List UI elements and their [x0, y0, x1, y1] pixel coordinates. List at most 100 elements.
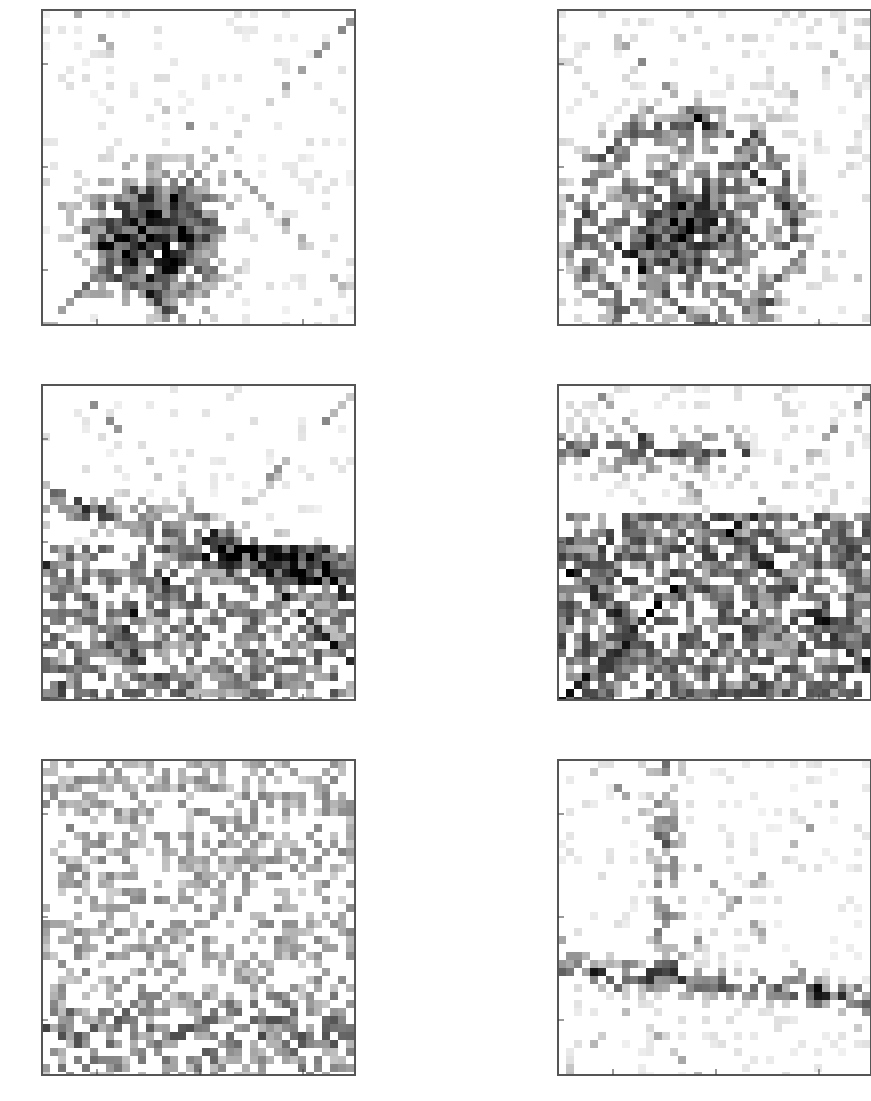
image-pixel	[614, 106, 622, 114]
image-pixel	[154, 154, 162, 162]
image-pixel	[662, 114, 670, 122]
image-pixel	[122, 681, 130, 689]
image-pixel	[766, 114, 774, 122]
image-pixel	[638, 449, 646, 457]
image-pixel	[122, 186, 130, 194]
image-pixel	[558, 433, 566, 441]
image-pixel	[234, 130, 242, 138]
image-pixel	[242, 968, 250, 976]
image-pixel	[282, 282, 290, 290]
image-pixel	[346, 689, 354, 697]
image-pixel	[854, 641, 862, 649]
image-pixel	[686, 290, 694, 298]
image-pixel	[646, 18, 654, 26]
image-pixel	[98, 433, 106, 441]
image-pixel	[814, 130, 822, 138]
image-pixel	[106, 888, 114, 896]
image-pixel	[114, 577, 122, 585]
image-pixel	[790, 18, 798, 26]
image-pixel	[138, 545, 146, 553]
image-pixel	[130, 968, 138, 976]
image-pixel	[630, 226, 638, 234]
image-pixel	[622, 473, 630, 481]
image-pixel	[202, 960, 210, 968]
image-pixel	[686, 170, 694, 178]
image-pixel	[790, 665, 798, 673]
image-pixel	[250, 585, 258, 593]
image-pixel	[234, 154, 242, 162]
image-pixel	[346, 457, 354, 465]
image-pixel	[314, 952, 322, 960]
image-pixel	[750, 561, 758, 569]
image-pixel	[322, 609, 330, 617]
image-pixel	[790, 90, 798, 98]
image-pixel	[806, 194, 814, 202]
image-pixel	[766, 992, 774, 1000]
image-pixel	[790, 760, 798, 768]
image-pixel	[670, 968, 678, 976]
image-pixel	[74, 1056, 82, 1064]
image-pixel	[202, 665, 210, 673]
image-pixel	[330, 553, 338, 561]
image-pixel	[678, 234, 686, 242]
image-pixel	[50, 768, 58, 776]
image-pixel	[290, 928, 298, 936]
image-pixel	[106, 1040, 114, 1048]
image-pixel	[330, 274, 338, 282]
image-pixel	[114, 649, 122, 657]
image-pixel	[74, 976, 82, 984]
image-pixel	[186, 154, 194, 162]
image-pixel	[218, 1040, 226, 1048]
image-pixel	[98, 800, 106, 808]
image-pixel	[726, 681, 734, 689]
image-pixel	[686, 553, 694, 561]
image-pixel	[862, 832, 870, 840]
image-pixel	[130, 505, 138, 513]
image-pixel	[694, 928, 702, 936]
image-pixel	[710, 481, 718, 489]
image-pixel	[654, 290, 662, 298]
image-pixel	[726, 657, 734, 665]
image-pixel	[266, 768, 274, 776]
image-pixel	[742, 944, 750, 952]
image-pixel	[822, 457, 830, 465]
image-pixel	[130, 633, 138, 641]
image-pixel	[622, 649, 630, 657]
image-pixel	[750, 657, 758, 665]
image-pixel	[298, 665, 306, 673]
image-pixel	[846, 162, 854, 170]
image-pixel	[654, 681, 662, 689]
image-pixel	[338, 561, 346, 569]
image-pixel	[686, 800, 694, 808]
image-pixel	[830, 417, 838, 425]
image-pixel	[798, 609, 806, 617]
image-pixel	[194, 234, 202, 242]
image-pixel	[670, 170, 678, 178]
image-pixel	[558, 625, 566, 633]
image-pixel	[734, 298, 742, 306]
image-pixel	[822, 473, 830, 481]
image-pixel	[146, 186, 154, 194]
image-pixel	[42, 10, 50, 18]
image-pixel	[162, 1032, 170, 1040]
image-pixel	[274, 122, 282, 130]
image-pixel	[290, 673, 298, 681]
image-pixel	[574, 609, 582, 617]
image-pixel	[662, 792, 670, 800]
image-pixel	[622, 665, 630, 673]
image-pixel	[782, 106, 790, 114]
image-pixel	[750, 585, 758, 593]
image-pixel	[298, 433, 306, 441]
image-pixel	[162, 1024, 170, 1032]
image-pixel	[678, 266, 686, 274]
image-pixel	[710, 226, 718, 234]
image-pixel	[282, 1024, 290, 1032]
image-pixel	[154, 1040, 162, 1048]
image-pixel	[226, 1032, 234, 1040]
image-pixel	[630, 577, 638, 585]
image-pixel	[162, 577, 170, 585]
image-pixel	[614, 561, 622, 569]
image-pixel	[598, 665, 606, 673]
image-pixel	[282, 58, 290, 66]
image-pixel	[710, 282, 718, 290]
